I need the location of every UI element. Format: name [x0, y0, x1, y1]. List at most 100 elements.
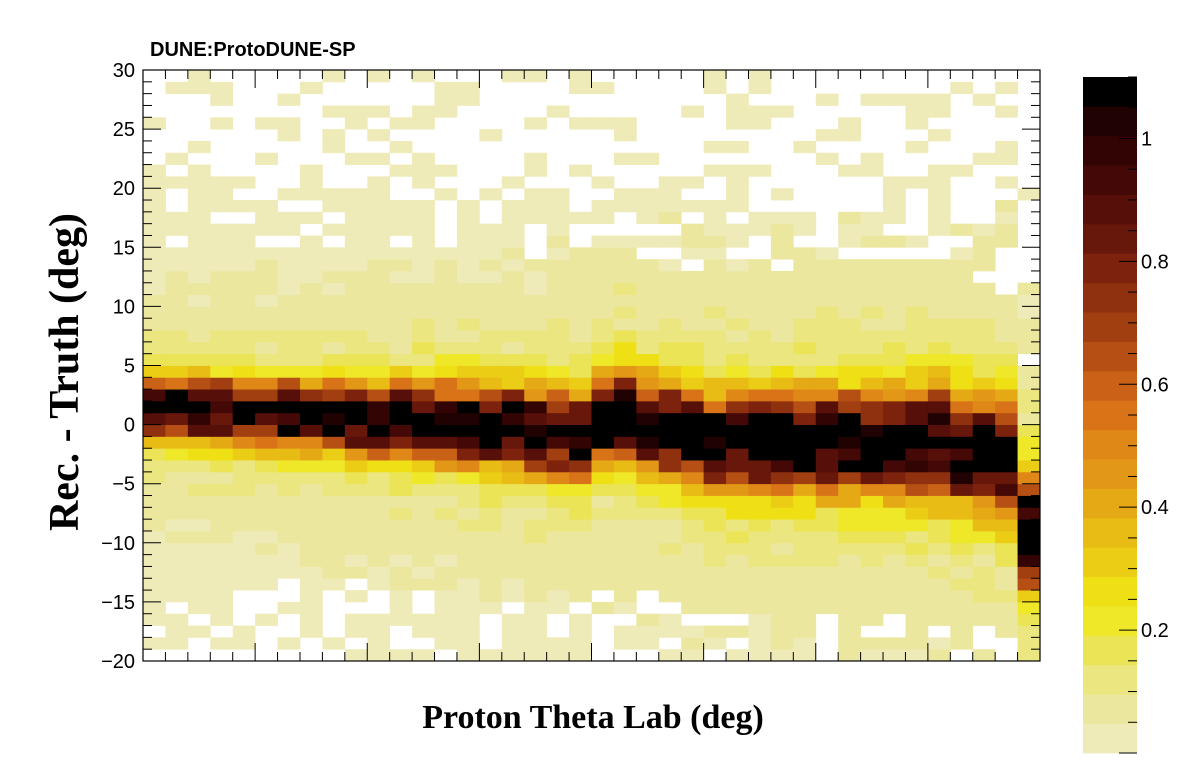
heatmap-cell	[569, 377, 592, 390]
heatmap-cell	[232, 282, 256, 295]
heatmap-cell	[995, 519, 1018, 532]
heatmap-cell	[479, 460, 503, 473]
heatmap-cell	[187, 223, 211, 236]
heatmap-cell	[456, 223, 480, 236]
heatmap-cell	[344, 424, 368, 437]
heatmap-cell	[748, 318, 772, 331]
heatmap-cell	[770, 649, 794, 662]
heatmap-cell	[726, 530, 749, 544]
heatmap-cell	[187, 200, 211, 213]
heatmap-cell	[613, 637, 637, 650]
heatmap-cell	[299, 460, 323, 473]
heatmap-cell	[501, 495, 525, 508]
heatmap-cell	[681, 507, 705, 520]
heatmap-cell	[277, 448, 301, 461]
heatmap-cell	[1017, 590, 1041, 603]
heatmap-cell	[1017, 412, 1041, 425]
heatmap-cell	[1017, 306, 1041, 319]
heatmap-cell	[299, 211, 323, 225]
heatmap-cell	[815, 412, 839, 425]
heatmap-cell	[636, 625, 660, 638]
heatmap-cell	[681, 460, 705, 473]
heatmap-cell	[344, 306, 368, 319]
heatmap-cell	[860, 530, 884, 544]
heatmap-cell	[412, 152, 435, 165]
heatmap-cell	[344, 247, 368, 260]
heatmap-cell	[456, 495, 480, 508]
heatmap-cell	[344, 259, 368, 272]
heatmap-cell	[726, 223, 749, 236]
heatmap-cell	[277, 318, 301, 331]
heatmap-cell	[591, 389, 615, 402]
heatmap-cell	[815, 152, 839, 165]
heatmap-cell	[210, 318, 234, 331]
heatmap-cell	[299, 247, 323, 260]
heatmap-cell	[434, 460, 458, 473]
heatmap-cell	[412, 495, 435, 508]
heatmap-cell	[1017, 495, 1041, 508]
heatmap-cell	[905, 389, 929, 402]
heatmap-cell	[905, 377, 929, 390]
heatmap-cell	[479, 436, 503, 449]
heatmap-cell	[658, 436, 682, 449]
heatmap-cell	[143, 353, 166, 366]
y-tick-label: 0	[124, 415, 135, 437]
heatmap-cell	[838, 495, 861, 508]
heatmap-cell	[972, 578, 996, 591]
heatmap-cell	[681, 247, 705, 260]
heatmap-cell	[995, 330, 1018, 343]
heatmap-cell	[501, 235, 525, 248]
heatmap-cell	[389, 270, 413, 284]
heatmap-cell	[950, 282, 974, 295]
heatmap-cell	[658, 200, 682, 213]
heatmap-cell	[972, 330, 996, 343]
heatmap-cell	[322, 471, 346, 485]
heatmap-cell	[658, 519, 682, 532]
heatmap-cell	[748, 436, 772, 449]
heatmap-cell	[367, 471, 391, 485]
heatmap-cell	[703, 578, 727, 591]
heatmap-cell	[367, 637, 391, 650]
heatmap-cell	[299, 471, 323, 485]
heatmap-cell	[860, 211, 884, 225]
heatmap-cell	[389, 566, 413, 579]
heatmap-cell	[434, 471, 458, 485]
heatmap-cell	[187, 259, 211, 272]
heatmap-cell	[927, 519, 951, 532]
heatmap-cell	[613, 483, 637, 496]
heatmap-cell	[972, 152, 996, 165]
heatmap-cell	[389, 164, 413, 177]
heatmap-cell	[591, 400, 615, 414]
heatmap-cell	[165, 176, 189, 189]
heatmap-cell	[658, 578, 682, 591]
heatmap-cell	[681, 412, 705, 425]
heatmap-cell	[726, 341, 749, 355]
heatmap-cell	[995, 176, 1018, 189]
heatmap-cell	[344, 211, 368, 225]
heatmap-cell	[412, 530, 435, 544]
heatmap-cell	[434, 625, 458, 638]
heatmap-cell	[883, 389, 906, 402]
heatmap-cell	[277, 601, 301, 615]
heatmap-cell	[770, 400, 794, 414]
heatmap-cell	[210, 330, 234, 343]
heatmap-cell	[569, 554, 592, 567]
heatmap-cell	[143, 318, 166, 331]
heatmap-cell	[255, 578, 278, 591]
heatmap-cell	[860, 590, 884, 603]
heatmap-cell	[860, 235, 884, 248]
heatmap-cell	[838, 117, 861, 130]
heatmap-cell	[905, 341, 929, 355]
heatmap-cell	[591, 235, 615, 248]
heatmap-cell	[546, 448, 570, 461]
heatmap-cell	[434, 613, 458, 626]
heatmap-cell	[501, 412, 525, 425]
heatmap-cell	[613, 507, 637, 520]
heatmap-cell	[344, 519, 368, 532]
heatmap-cell	[187, 389, 211, 402]
heatmap-cell	[658, 554, 682, 567]
heatmap-cell	[299, 519, 323, 532]
heatmap-cell	[838, 460, 861, 473]
heatmap-cell	[456, 519, 480, 532]
heatmap-cell	[726, 353, 749, 366]
